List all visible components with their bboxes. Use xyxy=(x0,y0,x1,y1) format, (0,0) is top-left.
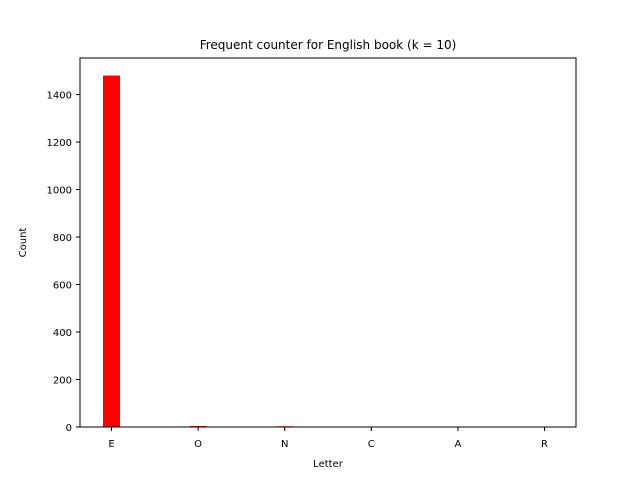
y-axis-title: Count xyxy=(18,228,29,258)
y-tick-label: 1400 xyxy=(47,91,72,102)
bars-group xyxy=(103,75,294,428)
x-tick-label: N xyxy=(281,439,288,450)
y-tick-label: 1200 xyxy=(47,138,72,149)
x-axis-title: Letter xyxy=(313,459,344,470)
x-tick-label: O xyxy=(194,439,202,450)
y-tick-label: 400 xyxy=(53,328,72,339)
x-tick-label: R xyxy=(541,439,548,450)
y-tick-label: 600 xyxy=(53,281,72,292)
y-tick-label: 200 xyxy=(53,376,72,387)
x-tick-label: C xyxy=(368,439,375,450)
plot-frame xyxy=(79,57,577,428)
x-tick-label: E xyxy=(108,439,114,450)
x-tick-label: A xyxy=(454,439,461,450)
y-tick-label: 0 xyxy=(66,423,72,434)
y-tick-label: 800 xyxy=(53,233,72,244)
bar-E xyxy=(103,75,120,428)
chart-title: Frequent counter for English book (k = 1… xyxy=(200,38,457,52)
y-axis: 0 200 400 600 800 1000 1200 1400 xyxy=(47,91,80,434)
y-tick-label: 1000 xyxy=(47,186,72,197)
